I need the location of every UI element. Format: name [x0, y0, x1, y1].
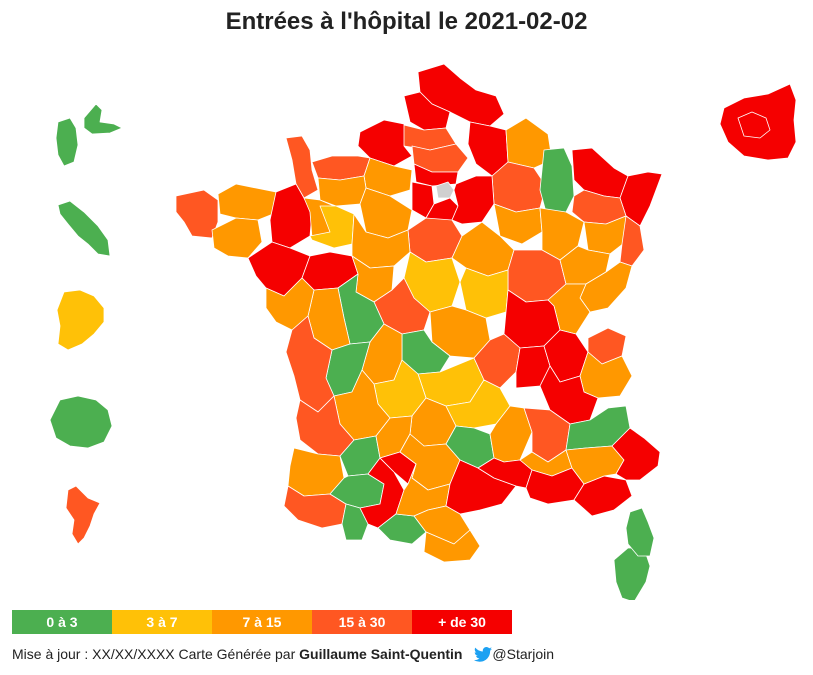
legend-item-30-plus: + de 30	[412, 610, 512, 634]
mayotte-region[interactable]	[65, 485, 101, 545]
map-title: Entrées à l'hôpital le 2021-02-02	[225, 8, 588, 35]
dept-eure-et-loir[interactable]	[359, 187, 413, 239]
footer: Mise à jour : XX/XX/XXXX Carte Générée p…	[12, 646, 554, 665]
legend: 0 à 3 3 à 7 7 à 15 15 à 30 + de 30	[12, 610, 512, 634]
dept-morbihan[interactable]	[211, 217, 263, 259]
dept-moselle[interactable]	[571, 147, 629, 199]
dept-seine-maritime[interactable]	[357, 119, 413, 167]
dept-orne[interactable]	[317, 175, 367, 207]
dept-pyrenees-orientales[interactable]	[423, 529, 481, 563]
legend-item-3-7: 3 à 7	[112, 610, 212, 634]
dept-loir-et-cher[interactable]	[351, 213, 411, 269]
paris-inset-inner[interactable]	[737, 111, 771, 139]
dept-alpes-maritimes[interactable]	[611, 427, 661, 481]
dept-finistere[interactable]	[175, 189, 219, 239]
dept-pas-de-calais[interactable]	[403, 91, 451, 131]
dept-manche[interactable]	[285, 135, 319, 199]
legend-item-15-30: 15 à 30	[312, 610, 412, 634]
legend-item-0-3: 0 à 3	[12, 610, 112, 634]
reunion-region[interactable]	[49, 395, 113, 449]
update-text: Mise à jour : XX/XX/XXXX	[12, 646, 175, 662]
dept-cotes-d-armor[interactable]	[217, 183, 279, 221]
guadeloupe-region[interactable]	[55, 103, 123, 167]
twitter-bird-icon[interactable]	[474, 647, 493, 665]
dept-sarthe[interactable]	[309, 205, 355, 249]
haute-corse[interactable]	[625, 507, 655, 557]
twitter-handle[interactable]: @Starjoin	[492, 646, 555, 662]
dept-marne[interactable]	[491, 161, 547, 213]
author-name: Guillaume Saint-Quentin	[299, 646, 463, 662]
dept-seine-et-marne[interactable]	[451, 175, 495, 225]
dept-paris-petite-couronne[interactable]	[435, 181, 455, 199]
dept-meuse[interactable]	[539, 147, 575, 213]
guyane-region[interactable]	[56, 289, 105, 351]
legend-item-7-15: 7 à 15	[212, 610, 312, 634]
martinique-region[interactable]	[57, 200, 111, 257]
france-departments-map	[49, 63, 797, 600]
generated-by-text: Carte Générée par	[178, 646, 296, 662]
